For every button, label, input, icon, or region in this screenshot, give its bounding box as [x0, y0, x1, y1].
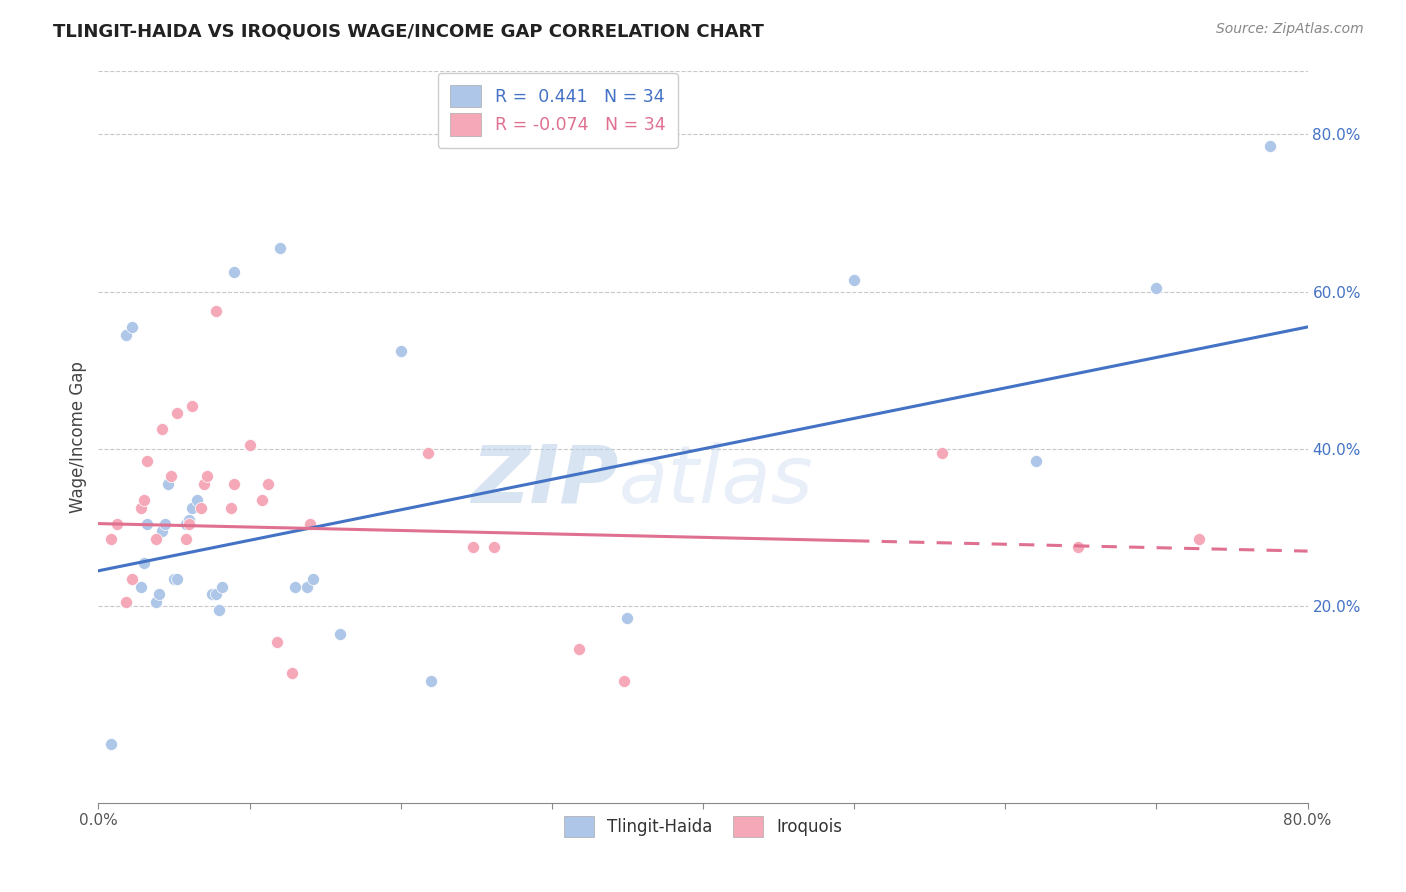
Point [420, 673, 443, 688]
Point [256, 477, 278, 491]
Point [190, 500, 212, 515]
Point [239, 438, 262, 452]
Point [463, 540, 485, 554]
Point [568, 642, 591, 657]
Point [484, 540, 506, 554]
Point [1258, 139, 1281, 153]
Point [150, 422, 173, 436]
Point [211, 580, 233, 594]
Point [416, 446, 439, 460]
Point [208, 603, 231, 617]
Point [266, 634, 288, 648]
Point [150, 524, 173, 539]
Point [174, 516, 197, 531]
Point [302, 572, 325, 586]
Point [844, 273, 866, 287]
Point [145, 595, 167, 609]
Point [166, 572, 188, 586]
Point [224, 477, 246, 491]
Point [181, 399, 204, 413]
Point [329, 626, 352, 640]
Text: Source: ZipAtlas.com: Source: ZipAtlas.com [1216, 22, 1364, 37]
Text: TLINGIT-HAIDA VS IROQUOIS WAGE/INCOME GAP CORRELATION CHART: TLINGIT-HAIDA VS IROQUOIS WAGE/INCOME GA… [53, 22, 765, 40]
Point [132, 493, 155, 508]
Legend: Tlingit-Haida, Iroquois: Tlingit-Haida, Iroquois [555, 807, 851, 846]
Point [145, 533, 167, 547]
Point [156, 477, 179, 491]
Point [105, 516, 128, 531]
Point [389, 343, 412, 358]
Point [295, 580, 318, 594]
Point [100, 533, 122, 547]
Point [186, 493, 208, 508]
Point [205, 304, 228, 318]
Point [129, 580, 152, 594]
Point [221, 500, 243, 515]
Text: ZIP: ZIP [471, 442, 619, 520]
Point [1067, 540, 1090, 554]
Point [269, 241, 291, 255]
Point [179, 516, 201, 531]
Y-axis label: Wage/Income Gap: Wage/Income Gap [69, 361, 87, 513]
Point [121, 572, 143, 586]
Point [195, 469, 218, 483]
Point [121, 320, 143, 334]
Point [284, 580, 307, 594]
Point [132, 556, 155, 570]
Point [135, 516, 157, 531]
Point [160, 469, 183, 483]
Point [181, 500, 204, 515]
Point [224, 265, 246, 279]
Point [250, 493, 273, 508]
Point [174, 533, 197, 547]
Point [281, 666, 304, 681]
Point [193, 477, 215, 491]
Point [205, 587, 228, 601]
Point [100, 737, 122, 751]
Point [166, 407, 188, 421]
Point [616, 611, 638, 625]
Point [135, 453, 157, 467]
Point [1188, 533, 1211, 547]
Point [114, 327, 136, 342]
Point [179, 513, 201, 527]
Point [148, 587, 170, 601]
Text: atlas: atlas [619, 442, 813, 520]
Point [931, 446, 953, 460]
Point [114, 595, 136, 609]
Point [129, 500, 152, 515]
Point [1144, 280, 1167, 294]
Point [201, 587, 224, 601]
Point [1024, 453, 1046, 467]
Point [299, 516, 322, 531]
Point [613, 673, 636, 688]
Point [153, 516, 176, 531]
Point [163, 572, 186, 586]
